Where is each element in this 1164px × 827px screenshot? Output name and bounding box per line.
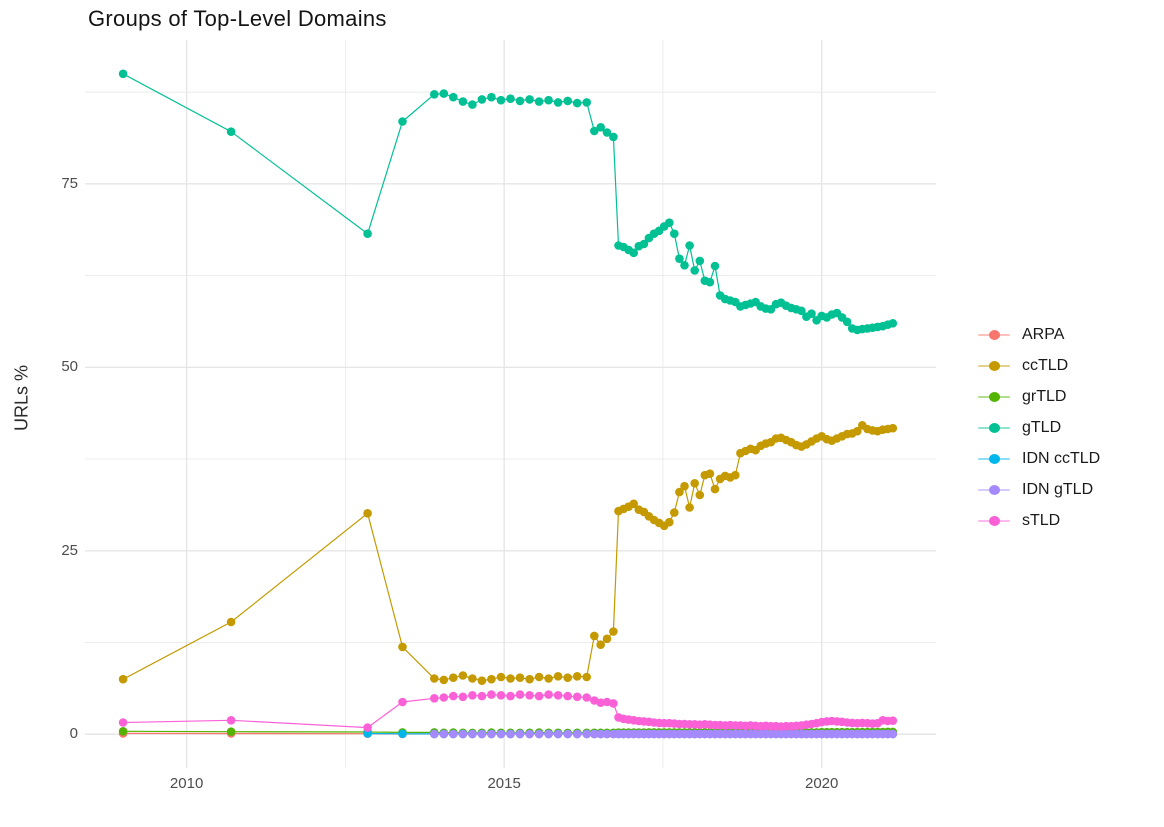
legend-label: sTLD xyxy=(1022,511,1061,529)
legend-label: ARPA xyxy=(1022,325,1065,343)
legend-item-cctld: ccTLD xyxy=(978,350,1100,381)
legend-label: IDN gTLD xyxy=(1022,480,1094,498)
x-tick-label-2010: 2010 xyxy=(169,775,204,792)
legend-label: grTLD xyxy=(1022,387,1067,405)
y-tick-label-50: 50 xyxy=(61,358,78,376)
y-tick-label-75: 75 xyxy=(61,174,78,192)
legend-label: gTLD xyxy=(1022,418,1062,436)
chart-title: Groups of Top-Level Domains xyxy=(88,6,387,31)
legend-key-icon xyxy=(978,390,1010,404)
legend-key-icon xyxy=(978,421,1010,435)
legend-key-icon xyxy=(978,452,1010,466)
legend-key-icon xyxy=(978,483,1010,497)
legend-key-icon xyxy=(978,514,1010,528)
legend-item-gtld: gTLD xyxy=(978,412,1100,443)
legend-item-arpa: ARPA xyxy=(978,319,1100,350)
legend-item-stld: sTLD xyxy=(978,505,1100,536)
y-tick-label-0: 0 xyxy=(69,725,78,743)
y-axis-title: URLs % xyxy=(11,364,32,432)
legend-item-idn-gtld: IDN gTLD xyxy=(978,474,1100,505)
legend-label: IDN ccTLD xyxy=(1022,449,1101,467)
x-tick-label-2015: 2015 xyxy=(487,775,521,792)
legend: ARPA ccTLD grTLD gTLD IDN ccTLD IDN gTLD… xyxy=(978,319,1100,536)
x-tick-label-2020: 2020 xyxy=(804,775,839,792)
legend-item-idn-cctld: IDN ccTLD xyxy=(978,443,1100,474)
y-tick-label-25: 25 xyxy=(61,541,78,559)
legend-item-grtld: grTLD xyxy=(978,381,1100,412)
legend-key-icon xyxy=(978,359,1010,373)
legend-key-icon xyxy=(978,328,1010,342)
legend-label: ccTLD xyxy=(1022,356,1069,374)
